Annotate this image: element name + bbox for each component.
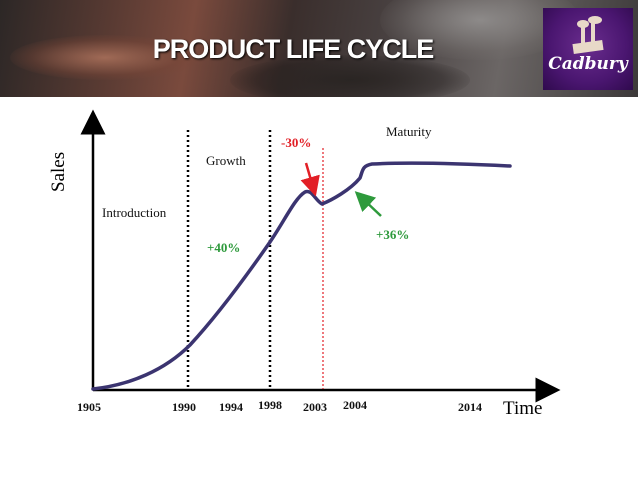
stage-label-growth: Growth [206,153,246,168]
banner-decoration [10,35,200,80]
rebound-arrow [354,191,382,217]
x-tick-label: 1994 [219,400,243,414]
logo-wordmark: Cadbury [548,54,628,74]
annotation-growth-40: +40% [207,240,241,255]
annotation-decline-30: -30% [281,135,312,150]
y-axis-label: Sales [48,151,69,192]
stage-label-introduction: Introduction [102,205,167,220]
header-banner: PRODUCT LIFE CYCLE [0,0,638,97]
x-tick-label: 2003 [303,400,327,414]
stage-label-maturity: Maturity [386,124,432,139]
decline-arrow [300,162,320,197]
x-tick-label: 1905 [77,400,101,414]
banner-decoration [230,55,470,97]
x-axis-label: Time [503,398,543,419]
x-tick-label: 2014 [458,400,482,414]
annotation-rebound-36: +36% [376,227,410,242]
x-tick-label: 1990 [172,400,196,414]
x-tick-label: 1998 [258,398,282,412]
sales-curve [91,161,512,391]
logo-emblem-icon [572,16,604,55]
page-title: PRODUCT LIFE CYCLE [152,34,435,64]
x-tick-label: 2004 [343,398,367,412]
cadbury-logo: Cadbury [543,8,633,90]
